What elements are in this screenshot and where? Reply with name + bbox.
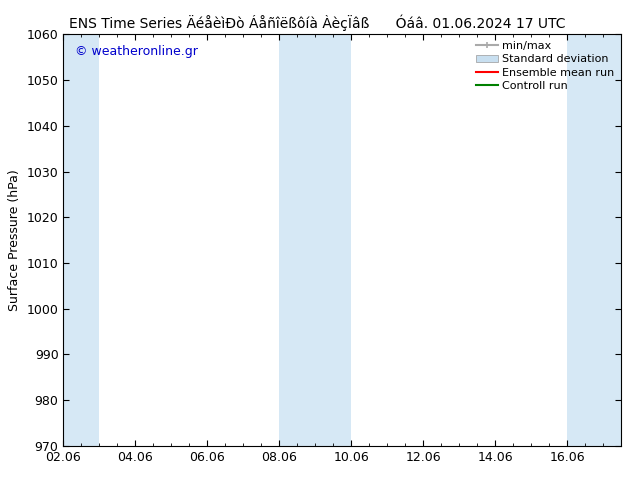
Text: ENS Time Series ÄéåèìÐò Áåñîëßôíà ÀèçÏâß      Óáâ. 01.06.2024 17 UTC: ENS Time Series ÄéåèìÐò Áåñîëßôíà ÀèçÏâß…: [68, 15, 566, 31]
Bar: [63, 34, 100, 446]
Bar: [567, 34, 621, 446]
Bar: [280, 34, 351, 446]
Y-axis label: Surface Pressure (hPa): Surface Pressure (hPa): [8, 169, 21, 311]
Legend: min/max, Standard deviation, Ensemble mean run, Controll run: min/max, Standard deviation, Ensemble me…: [471, 37, 619, 96]
Text: © weatheronline.gr: © weatheronline.gr: [75, 45, 197, 58]
